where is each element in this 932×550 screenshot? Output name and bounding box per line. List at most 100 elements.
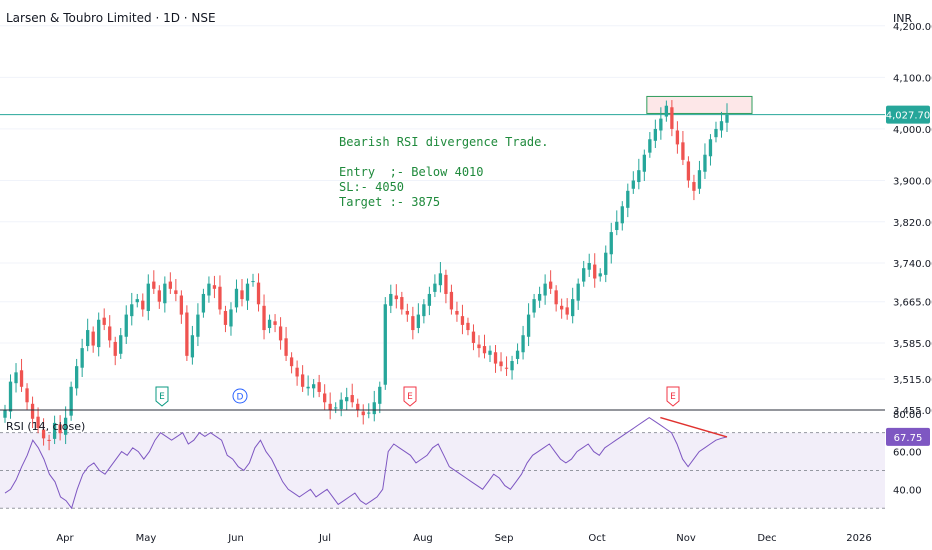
candle-body <box>719 121 724 131</box>
candle-body <box>306 386 310 389</box>
candle-body <box>80 348 84 368</box>
price-tick-label: 3,665.00 <box>893 298 932 309</box>
price-tick-label: 3,585.00 <box>893 339 932 350</box>
time-tick-label: 2026 <box>846 533 871 544</box>
time-axis: Apr May Jun Jul Aug Sep Oct Nov Dec 2026 <box>56 533 871 544</box>
candle-body <box>565 307 569 315</box>
candle-body <box>466 322 470 331</box>
candle-body <box>19 370 24 387</box>
candle-body <box>300 374 305 387</box>
candle-body <box>515 350 520 359</box>
price-tick-label: 4,000.00 <box>893 125 932 136</box>
candle-body <box>383 304 387 385</box>
candle-body <box>620 206 624 224</box>
candle-body <box>278 326 283 341</box>
candle-body <box>229 309 233 327</box>
candle-body <box>675 130 680 145</box>
candle-body <box>697 170 702 189</box>
annotation-line: Target :- 3875 <box>339 195 441 209</box>
candle-body <box>598 273 602 277</box>
candle-body <box>74 366 79 389</box>
candle-body <box>3 410 7 418</box>
candle-body <box>714 128 718 138</box>
earnings-marker <box>666 386 680 407</box>
candle-body <box>681 142 685 160</box>
earnings-marker-label: E <box>670 392 676 402</box>
candle-body <box>427 293 432 306</box>
candle-body <box>488 350 492 355</box>
candle-body <box>560 305 564 310</box>
rsi-last-badge <box>886 427 930 446</box>
candle-body <box>63 417 68 435</box>
candle-body <box>334 407 338 409</box>
candle-body <box>47 439 51 441</box>
candle-body <box>146 283 150 311</box>
candle-body <box>642 154 646 172</box>
candle-body <box>289 357 294 367</box>
divergence-line <box>660 416 728 438</box>
candle-body <box>449 291 454 310</box>
currency-label[interactable]: INR <box>893 12 913 25</box>
candle-body <box>311 384 316 389</box>
rsi-tick-label: 60.00 <box>893 448 922 459</box>
candle-body <box>141 300 145 310</box>
candle-body <box>267 319 272 328</box>
candle-body <box>493 352 498 364</box>
candle-body <box>686 161 691 181</box>
candle-body <box>455 310 459 315</box>
candle-body <box>593 264 597 279</box>
dividend-marker <box>232 388 248 404</box>
candle-body <box>648 139 652 153</box>
candle-body <box>14 372 18 384</box>
time-tick-label: Oct <box>588 533 605 544</box>
price-tick-label: 3,740.00 <box>893 259 932 270</box>
dividend-marker-label: D <box>237 393 244 403</box>
candle-body <box>433 283 437 292</box>
time-tick-label: Sep <box>495 533 514 544</box>
candle-body <box>218 286 222 310</box>
candle-body <box>659 118 663 131</box>
candle-body <box>25 388 29 403</box>
candle-body <box>174 290 178 294</box>
time-tick-label: Jun <box>227 533 244 544</box>
rsi-line <box>4 416 728 510</box>
candle-body <box>223 310 228 325</box>
candle-body <box>212 285 217 289</box>
time-tick-label: Nov <box>676 533 696 544</box>
time-tick-label: Apr <box>56 533 74 544</box>
candle-body <box>471 331 476 343</box>
candle-body <box>378 386 382 404</box>
candle-body <box>339 399 343 409</box>
last-price-badge <box>886 105 930 124</box>
resistance-box <box>646 95 753 114</box>
candle-body <box>356 403 360 410</box>
candle-body <box>537 293 542 301</box>
earnings-marker <box>403 386 417 407</box>
candle-body <box>521 335 525 353</box>
candle-body <box>499 361 503 367</box>
candles <box>3 100 729 451</box>
candle-body <box>504 367 509 369</box>
candle-body <box>234 288 239 308</box>
candle-body <box>400 297 404 310</box>
candle-body <box>571 299 575 317</box>
candle-body <box>653 128 658 141</box>
rsi-tick-label: 40.00 <box>893 485 922 496</box>
candle-body <box>582 268 586 282</box>
candle-body <box>587 263 591 270</box>
candle-body <box>36 416 40 429</box>
candle-body <box>394 295 398 300</box>
rsi-band <box>0 432 885 509</box>
candle-body <box>102 317 106 325</box>
candle-body <box>69 386 73 416</box>
candle-body <box>58 424 62 434</box>
candle-body <box>196 314 200 337</box>
candle-body <box>637 170 641 183</box>
last-price-label: 4,027.70 <box>886 111 931 122</box>
candle-body <box>615 221 619 231</box>
candle-body <box>91 331 95 346</box>
trade-annotation: Bearish RSI divergence Trade. Entry ;- B… <box>339 135 549 210</box>
candle-body <box>256 282 261 305</box>
candle-body <box>548 281 553 289</box>
